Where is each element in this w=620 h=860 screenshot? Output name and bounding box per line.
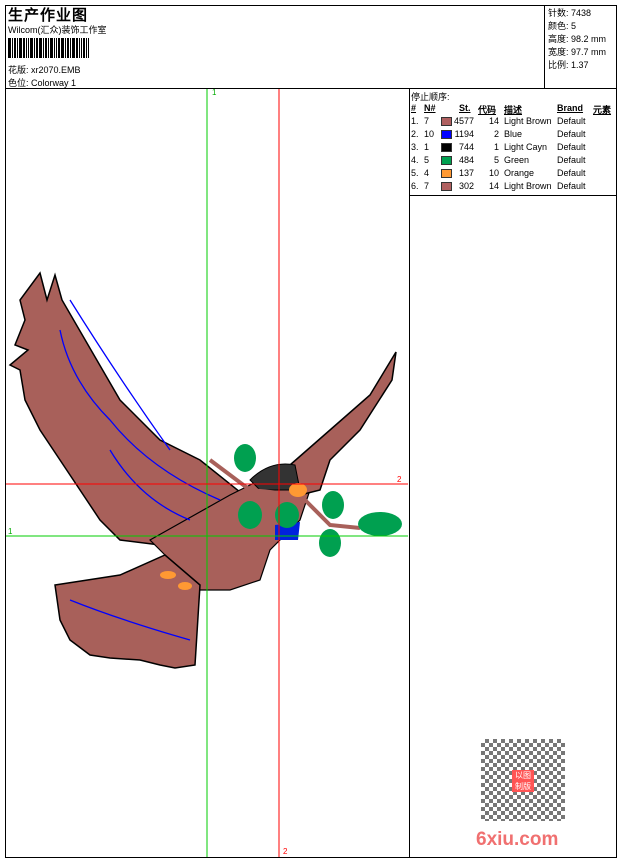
row-number: 3. (411, 142, 419, 152)
stitch-count: 137 (458, 168, 474, 178)
row-number: 6. (411, 181, 419, 191)
col-header: 描述 (504, 105, 523, 115)
stitch-count: 744 (458, 142, 474, 152)
color-description: Green (504, 155, 530, 165)
color-swatch (441, 182, 452, 191)
table-row: 5. 4 137 10 Orange Default (411, 168, 616, 181)
needle: 7 (424, 116, 430, 126)
col-header: # (411, 103, 417, 113)
stat-label: 宽度: (548, 47, 569, 57)
row-number: 2. (411, 129, 419, 139)
needle: 10 (424, 129, 435, 139)
color-description: Light Brown (504, 181, 552, 191)
page-frame (5, 5, 617, 858)
right-wing (289, 351, 397, 496)
table-row: 6. 7 302 14 Light Brown Default (411, 181, 616, 194)
stitch-count: 484 (458, 155, 474, 165)
row-number: 1. (411, 116, 419, 126)
bird-design (8, 271, 402, 669)
barcode (8, 38, 130, 58)
tail (54, 554, 201, 669)
color-code: 5 (493, 155, 499, 165)
left-wing (8, 271, 242, 546)
color-swatch (441, 117, 452, 126)
table-divider (409, 195, 617, 196)
stat-value: 5 (571, 21, 577, 31)
watermark-logo: 6xiu.com (476, 829, 559, 850)
col-header: Brand (557, 103, 584, 113)
brand: Default (557, 181, 586, 191)
needle: 7 (424, 181, 430, 191)
design-file: 花版: xr2070.EMB (8, 63, 81, 76)
brand: Default (557, 168, 586, 178)
color-swatch (441, 156, 452, 165)
row-number: 5. (411, 168, 419, 178)
stat-item: 高度: 98.2 mm (548, 32, 606, 45)
col-header: 元素 (593, 105, 612, 115)
colorway-value: Colorway 1 (31, 78, 77, 88)
stat-item: 宽度: 97.7 mm (548, 45, 606, 58)
stat-value: 7438 (571, 8, 592, 18)
guide-label: 2 (283, 847, 288, 856)
color-code: 10 (488, 168, 499, 178)
stat-value: 97.7 mm (571, 47, 607, 57)
table-row: 3. 1 744 1 Light Cayn Default (411, 142, 616, 155)
table-row: 1. 7 4577 14 Light Brown Default (411, 116, 616, 129)
table-row: 4. 5 484 5 Green Default (411, 155, 616, 168)
stat-item: 比例: 1.37 (548, 58, 589, 71)
col-header: N# (424, 103, 436, 113)
stat-label: 高度: (548, 34, 569, 44)
color-swatch (441, 169, 452, 178)
guide-label: 2 (397, 475, 402, 484)
needle: 5 (424, 155, 430, 165)
needle: 1 (424, 142, 430, 152)
guide-label: 1 (212, 88, 217, 97)
color-swatch (441, 130, 452, 139)
brand: Default (557, 155, 586, 165)
colorway-label: 色位: (8, 78, 29, 88)
stat-value: 98.2 mm (571, 34, 607, 44)
color-swatch (441, 143, 452, 152)
needle: 4 (424, 168, 430, 178)
stat-label: 针数: (548, 8, 569, 18)
stitch-count: 302 (458, 181, 474, 191)
stat-value: 1.37 (571, 60, 589, 70)
header-divider (5, 88, 617, 89)
color-description: Light Brown (504, 116, 552, 126)
guide-label: 1 (8, 527, 13, 536)
color-description: Light Cayn (504, 142, 548, 152)
stitch-count: 4577 (453, 116, 474, 126)
page-title: 生产作业图 (8, 7, 89, 24)
row-number: 4. (411, 155, 419, 165)
wing-outline-blue (59, 299, 221, 641)
seal-logo: 以图制版 (512, 770, 534, 792)
col-header: St. (459, 103, 471, 113)
col-header: 代码 (478, 105, 497, 115)
stat-item: 颜色: 5 (548, 19, 576, 32)
colorway: 色位: Colorway 1 (8, 76, 76, 89)
stat-label: 颜色: (548, 21, 569, 31)
info-divider (544, 5, 545, 88)
color-code: 1 (493, 142, 499, 152)
color-description: Blue (504, 129, 523, 139)
side-divider (409, 88, 410, 858)
stop-sequence-title: 停止顺序: (411, 92, 450, 102)
brand: Default (557, 116, 586, 126)
design-value: xr2070.EMB (31, 65, 81, 75)
stat-item: 针数: 7438 (548, 6, 591, 19)
color-code: 14 (488, 116, 499, 126)
company-name: Wilcom(汇众)装饰工作室 (8, 25, 107, 35)
brand: Default (557, 129, 586, 139)
design-label: 花版: (8, 65, 29, 75)
table-row: 2. 10 1194 2 Blue Default (411, 129, 616, 142)
color-code: 2 (493, 129, 499, 139)
color-description: Orange (504, 168, 535, 178)
color-code: 14 (488, 181, 499, 191)
stitch-count: 1194 (454, 129, 474, 139)
brand: Default (557, 142, 586, 152)
stat-label: 比例: (548, 60, 569, 70)
